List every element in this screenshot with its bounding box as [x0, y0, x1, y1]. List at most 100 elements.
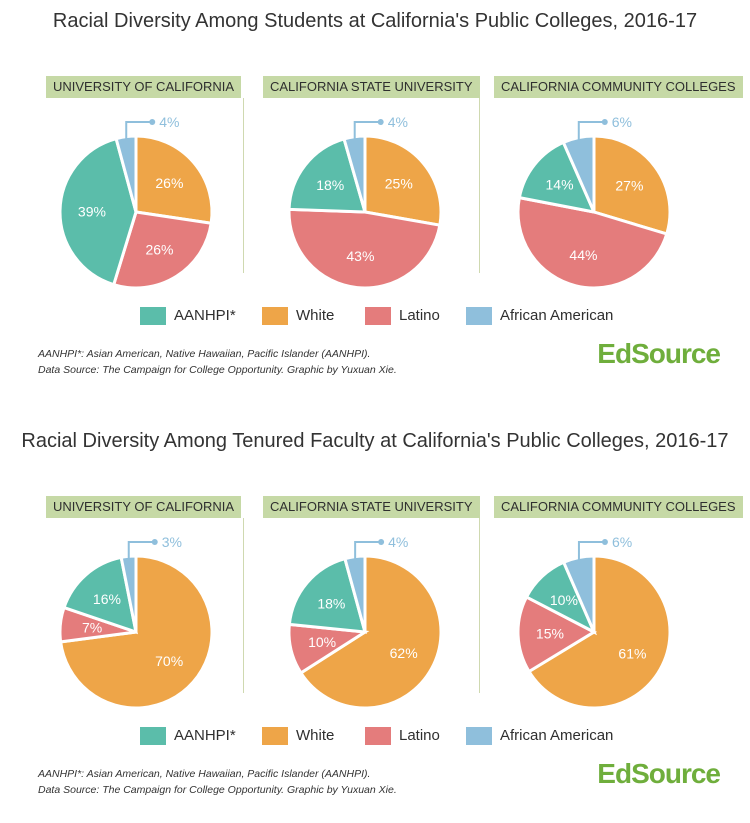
callout-dot [151, 539, 158, 545]
pie-chart: 26% 26% 39% 4% [58, 114, 214, 290]
legend-swatch [365, 727, 391, 745]
pie-slice-white [134, 134, 214, 225]
legend-label: Latino [399, 727, 440, 744]
slice-label: 18% [316, 177, 344, 193]
callout-line [577, 121, 605, 140]
pie-slice-white [527, 554, 672, 710]
slice-label: 14% [546, 177, 574, 193]
panel-label: CALIFORNIA COMMUNITY COLLEGES [494, 496, 743, 518]
slice-label: 39% [78, 203, 106, 219]
legend-swatch [262, 727, 288, 745]
slice-label: 15% [536, 626, 564, 642]
legend: AANHPI* White Latino African American [0, 304, 750, 328]
legend-label: Latino [399, 307, 440, 324]
divider [243, 98, 244, 273]
callout-line [353, 121, 381, 139]
legend-swatch [140, 727, 166, 745]
pie-chart: 62% 10% 18% 4% [287, 534, 443, 710]
callout-line [125, 121, 153, 139]
slice-label: 70% [155, 653, 183, 669]
edsource-logo: EdSource [597, 758, 721, 790]
slice-label: 4% [388, 534, 408, 550]
slice-label: 44% [569, 247, 597, 263]
legend-label: AANHPI* [174, 727, 236, 744]
divider [243, 518, 244, 693]
pie-slice-white [298, 554, 443, 710]
pie-slice-aanhpi [62, 555, 138, 635]
pie-chart: 70% 7% 16% 3% [58, 534, 214, 710]
pie-slice-white [363, 134, 443, 227]
faculty-section: Racial Diversity Among Tenured Faculty a… [0, 420, 750, 823]
slice-label: 18% [317, 596, 345, 612]
slice-label: 27% [615, 178, 643, 194]
callout-line [127, 541, 155, 559]
slice-label: 16% [93, 591, 121, 607]
logo-part: Source [631, 338, 721, 369]
legend-swatch [365, 307, 391, 325]
legend: AANHPI* White Latino African American [0, 724, 750, 748]
footnote: AANHPI*: Asian American, Native Hawaiian… [38, 346, 397, 378]
footnote-definition: AANHPI*: Asian American, Native Hawaiian… [38, 348, 371, 360]
legend-swatch [140, 307, 166, 325]
slice-label: 7% [82, 620, 102, 636]
footnote: AANHPI*: Asian American, Native Hawaiian… [38, 766, 397, 798]
panel-label: CALIFORNIA STATE UNIVERSITY [263, 496, 480, 518]
slice-label: 26% [145, 241, 173, 257]
panel-csu-faculty: CALIFORNIA STATE UNIVERSITY 62% 10% 18% 4% [245, 490, 485, 710]
slice-label: 3% [162, 534, 182, 550]
panel-label: CALIFORNIA COMMUNITY COLLEGES [494, 76, 743, 98]
legend-swatch [466, 727, 492, 745]
students-section: Racial Diversity Among Students at Calif… [0, 0, 750, 410]
panel-label: UNIVERSITY OF CALIFORNIA [46, 496, 242, 518]
slice-label: 6% [612, 114, 632, 130]
divider [479, 98, 480, 273]
pie-slice-latino [516, 595, 598, 674]
slice-label: 10% [550, 592, 578, 608]
callout-line [577, 541, 605, 560]
logo-part: Ed [597, 338, 632, 369]
footnote-source: Data Source: The Campaign for College Op… [38, 784, 397, 796]
panel-ccc-students: CALIFORNIA COMMUNITY COLLEGES 27% 44% 14% 6… [474, 70, 743, 290]
callout-dot [377, 119, 384, 125]
pie-slice-aanhpi [287, 556, 368, 634]
callout-dot [601, 539, 608, 545]
legend-swatch [466, 307, 492, 325]
slice-label: 43% [346, 248, 374, 264]
legend-swatch [262, 307, 288, 325]
callout-line [354, 541, 382, 559]
logo-part: Ed [597, 758, 632, 789]
pie-slice-aanhpi [287, 137, 368, 214]
pie-slice-latino [516, 195, 669, 290]
panel-csu-students: CALIFORNIA STATE UNIVERSITY 25% 43% 18% 4% [245, 70, 485, 290]
divider [479, 518, 480, 693]
pie-chart: 25% 43% 18% 4% [287, 114, 443, 290]
chart-title: Racial Diversity Among Tenured Faculty a… [21, 430, 729, 452]
legend-label: AANHPI* [174, 307, 236, 324]
slice-label: 62% [390, 645, 418, 661]
slice-label: 4% [159, 114, 179, 130]
callout-dot [378, 539, 385, 545]
slice-label: 10% [308, 634, 336, 650]
panel-uc-faculty: UNIVERSITY OF CALIFORNIA 70% 7% 16% 3% [16, 490, 256, 710]
slice-label: 25% [385, 176, 413, 192]
legend-label: African American [500, 727, 614, 744]
panel-uc-students: UNIVERSITY OF CALIFORNIA 26% 26% 39% 4% [16, 70, 256, 290]
pie-slice-aanhpi [517, 140, 597, 215]
footnote-source: Data Source: The Campaign for College Op… [38, 364, 397, 376]
pie-slice-latino [287, 207, 442, 290]
pie-chart: 27% 44% 14% 6% [516, 114, 672, 290]
footnote-definition: AANHPI*: Asian American, Native Hawaiian… [38, 768, 371, 780]
pie-slice-aanhpi [58, 136, 138, 287]
panel-ccc-faculty: CALIFORNIA COMMUNITY COLLEGES 61% 15% 10% 6… [474, 490, 743, 710]
pie-chart: 61% 15% 10% 6% [516, 534, 672, 710]
panel-label: CALIFORNIA STATE UNIVERSITY [263, 76, 480, 98]
chart-title: Racial Diversity Among Students at Calif… [52, 10, 698, 32]
legend-label: White [296, 727, 335, 744]
pie-slice-white [592, 134, 672, 236]
slice-label: 4% [388, 114, 408, 130]
callout-dot [601, 119, 608, 125]
panel-label: UNIVERSITY OF CALIFORNIA [46, 76, 242, 98]
slice-label: 6% [612, 534, 632, 550]
legend-label: White [296, 307, 335, 324]
legend-label: African American [500, 307, 614, 324]
